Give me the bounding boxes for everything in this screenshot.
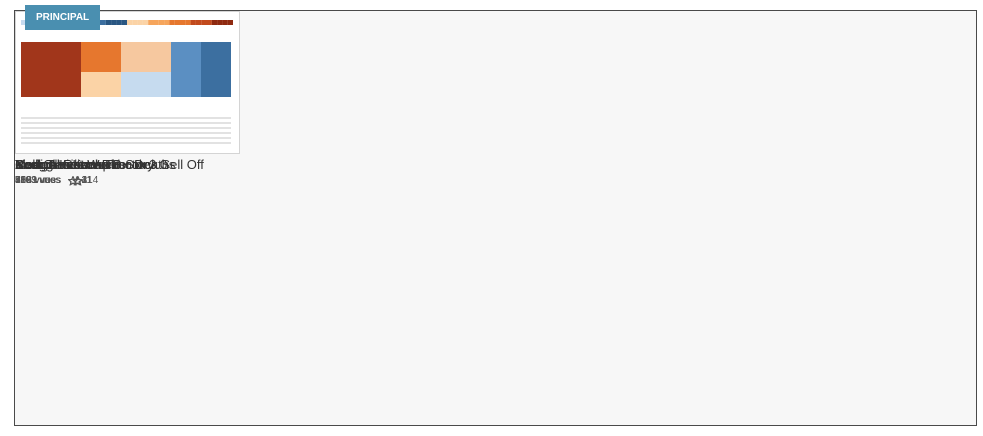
thumb-shape bbox=[81, 72, 121, 97]
gallery: PRINCIPAL Resignation Workbook 3.0 5161 vu… bbox=[14, 5, 977, 426]
thumbnail[interactable] bbox=[15, 11, 240, 154]
favorite-count: 2 bbox=[81, 175, 88, 186]
thumb-shape bbox=[195, 20, 202, 25]
thumb-shape bbox=[105, 20, 112, 25]
star-shape bbox=[67, 175, 78, 186]
favorite-count: 14 bbox=[87, 175, 99, 186]
view-count: 593 vues bbox=[15, 175, 56, 186]
thumb-shape bbox=[190, 20, 196, 25]
thumb-shape bbox=[21, 132, 231, 134]
favorite-count: 3 bbox=[81, 175, 88, 186]
thumb-shape bbox=[121, 42, 171, 72]
view-count: 8399 vues bbox=[15, 175, 62, 186]
view-count: 782 vues bbox=[15, 175, 56, 186]
thumb-shape bbox=[142, 20, 149, 25]
thumb-shape bbox=[81, 42, 121, 72]
workbook-title[interactable]: Timing Heatmap bbox=[15, 157, 110, 172]
view-count: 458 vues bbox=[15, 175, 56, 186]
workbook-title[interactable]: Irish Crimes bbox=[15, 157, 85, 172]
thumb-shape bbox=[127, 20, 133, 25]
thumb-shape bbox=[100, 20, 106, 25]
thumb-shape bbox=[137, 20, 143, 25]
thumb-shape bbox=[121, 72, 171, 97]
thumb-shape bbox=[180, 20, 186, 25]
workbook-title[interactable]: Congressional Directory bbox=[15, 157, 154, 172]
featured-badge: PRINCIPAL bbox=[25, 5, 101, 30]
favorite-count: 4 bbox=[81, 175, 88, 186]
thumb-shape bbox=[148, 20, 154, 25]
thumb-shape bbox=[164, 20, 170, 25]
thumb-shape bbox=[21, 20, 27, 25]
view-count: 966 vues bbox=[15, 175, 56, 186]
workbook-title[interactable]: Pedo Arrests bbox=[15, 157, 90, 172]
thumb-shape bbox=[185, 20, 191, 25]
thumb-shape bbox=[171, 42, 201, 97]
thumb-shape bbox=[227, 20, 233, 25]
workbook-title[interactable]: Medical Researcher Deaths bbox=[15, 157, 176, 172]
workbook-title[interactable]: Sealed Indictments bbox=[15, 157, 126, 172]
thumb-shape bbox=[222, 20, 228, 25]
thumb-shape bbox=[21, 137, 231, 139]
thumb-shape bbox=[169, 20, 175, 25]
thumb-shape bbox=[174, 20, 180, 25]
thumb-shape bbox=[201, 42, 231, 97]
view-count: 886 vues bbox=[15, 175, 56, 186]
thumb-shape bbox=[201, 20, 207, 25]
thumb-shape bbox=[111, 20, 117, 25]
thumb-shape bbox=[21, 122, 231, 124]
workbook-meta: 458 vues 2 bbox=[15, 175, 87, 186]
favorite-count: 1 bbox=[86, 175, 92, 186]
thumb-shape bbox=[211, 20, 218, 25]
workbook-title[interactable]: Resignation Workbook 3.0 bbox=[15, 157, 168, 172]
thumb-shape bbox=[21, 127, 231, 129]
thumb-shape bbox=[21, 42, 81, 97]
favorite-count: 1 bbox=[81, 175, 88, 186]
thumb-shape bbox=[21, 117, 231, 119]
favorite-count: 1 bbox=[87, 175, 93, 186]
favorite-icon[interactable] bbox=[67, 175, 78, 186]
thumb-shape bbox=[121, 20, 127, 25]
thumb-shape bbox=[132, 20, 138, 25]
thumb-shape bbox=[116, 20, 122, 25]
favorite-count: 2 bbox=[81, 175, 88, 186]
thumb-shape bbox=[217, 20, 223, 25]
thumb-shape bbox=[21, 142, 231, 144]
thumb-shape bbox=[206, 20, 212, 25]
view-count: 5161 vues bbox=[15, 175, 62, 186]
thumb-shape bbox=[153, 20, 159, 25]
thumb-shape bbox=[158, 20, 165, 25]
view-count: 1103 vues bbox=[15, 175, 61, 186]
workbook-title[interactable]: Zuck The Kuck FB Stock Sell Off bbox=[15, 157, 204, 172]
thumbnail-image bbox=[21, 20, 233, 144]
